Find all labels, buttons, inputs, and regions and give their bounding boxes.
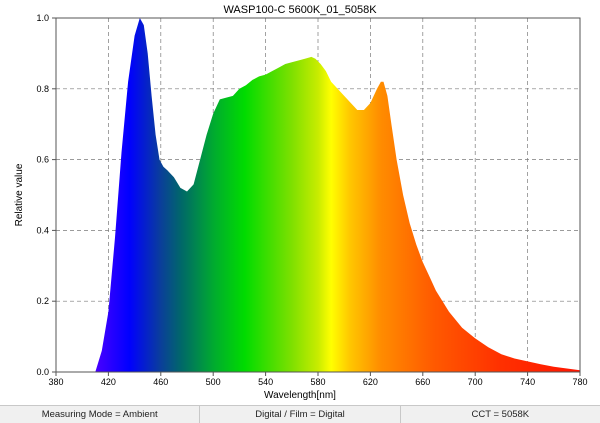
measuring-mode-status: Measuring Mode = Ambient (0, 406, 201, 423)
y-tick-label: 0.6 (36, 155, 49, 165)
x-tick-label: 540 (258, 377, 273, 387)
y-tick-label: 0.2 (36, 296, 49, 306)
x-tick-label: 420 (101, 377, 116, 387)
spectrum-area (95, 18, 581, 372)
tick-layer: 380 420 460 500 540 580 620 660 700 740 780 0.0 0.2 0… (36, 13, 587, 387)
chart-title: WASP100-C 5600K_01_5058K (223, 4, 377, 16)
y-tick-label: 1.0 (36, 13, 49, 23)
x-tick-label: 700 (468, 377, 483, 387)
chart-svg: 380 420 460 500 540 580 620 660 700 740 780 0.0 0.2 0… (14, 4, 588, 401)
x-tick-label: 740 (520, 377, 535, 387)
x-tick-label: 380 (48, 377, 63, 387)
x-tick-label: 460 (153, 377, 168, 387)
y-tick-label: 0.0 (36, 367, 49, 377)
y-tick-label: 0.4 (36, 225, 49, 235)
x-tick-label: 620 (363, 377, 378, 387)
x-tick-label: 580 (310, 377, 325, 387)
status-bar: Measuring Mode = Ambient Digital / Film … (0, 405, 600, 423)
y-axis-label: Relative value (14, 163, 25, 226)
x-tick-label: 500 (206, 377, 221, 387)
digital-film-status: Digital / Film = Digital (200, 406, 401, 423)
x-tick-label: 780 (572, 377, 587, 387)
x-tick-label: 660 (415, 377, 430, 387)
y-tick-label: 0.8 (36, 84, 49, 94)
area-layer (95, 18, 581, 372)
x-axis-label: Wavelength[nm] (264, 390, 336, 401)
cct-status: CCT = 5058K (471, 409, 530, 420)
